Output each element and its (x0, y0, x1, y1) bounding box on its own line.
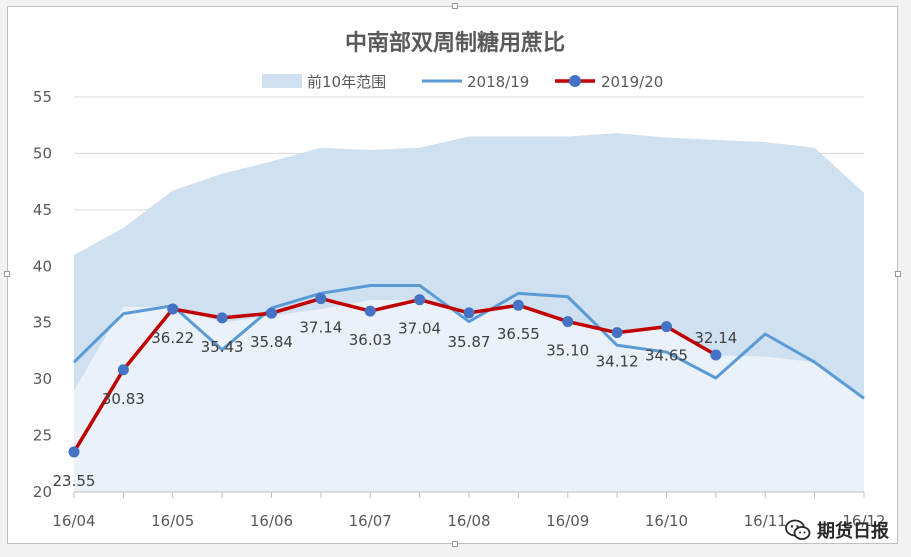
data-label-2019-20-2: 36.22 (151, 329, 194, 347)
marker-2019-20-8 (463, 307, 475, 319)
watermark-text: 期货日报 (817, 521, 889, 542)
legend-label-range: 前10年范围 (307, 73, 386, 91)
x-tick-label-16-04: 16/04 (52, 512, 95, 530)
watermark: 期货日报 (785, 517, 889, 543)
marker-2019-20-0 (68, 446, 80, 458)
legend-swatch-range (262, 74, 302, 88)
y-tick-label-40: 40 (33, 257, 52, 275)
x-tick-label-16-12: 16/12 (842, 512, 885, 530)
data-label-2019-20-9: 36.55 (497, 325, 540, 343)
y-tick-label-55: 55 (33, 88, 52, 106)
marker-2019-20-3 (216, 312, 228, 324)
marker-2019-20-10 (562, 316, 574, 328)
range-band-base (74, 300, 864, 492)
data-label-2019-20-8: 35.87 (448, 333, 491, 351)
marker-2019-20-7 (414, 294, 426, 306)
y-tick-label-25: 25 (33, 427, 52, 445)
data-label-2019-20-0: 23.55 (53, 472, 96, 490)
x-tick-label-16-05: 16/05 (151, 512, 194, 530)
resize-handle-left[interactable] (4, 271, 10, 277)
wechat-icon (785, 519, 811, 540)
data-label-2019-20-11: 34.12 (596, 353, 639, 371)
data-labels: 23.55 30.83 36.22 35.43 35.84 37.14 36.03 37.04… (53, 319, 738, 490)
range-band (74, 133, 864, 492)
x-tick-label-16-07: 16/07 (349, 512, 392, 530)
data-label-2019-20-10: 35.10 (546, 342, 589, 360)
marker-2019-20-6 (364, 305, 376, 317)
data-label-2019-20-13: 32.14 (694, 329, 737, 347)
series-lines (68, 283, 865, 458)
series-line-2019-20 (72, 296, 717, 453)
marker-2019-20-9 (512, 299, 524, 311)
legend-marker-2019-20 (569, 75, 581, 87)
y-tick-label-35: 35 (33, 314, 52, 332)
marker-2019-20-1 (117, 364, 129, 376)
x-axis: 16/04 16/05 16/06 16/07 16/08 16/09 16/10 16/11… (52, 491, 886, 530)
data-label-2019-20-7: 37.04 (398, 320, 441, 338)
marker-2019-20-5 (315, 293, 327, 305)
data-label-2019-20-4: 35.84 (250, 333, 293, 351)
data-label-2019-20-3: 35.43 (201, 338, 244, 356)
x-tick-label-16-06: 16/06 (250, 512, 293, 530)
y-tick-label-20: 20 (33, 483, 52, 501)
legend-label-2019-20: 2019/20 (601, 73, 663, 91)
x-tick-label-16-10: 16/10 (645, 512, 688, 530)
data-label-2019-20-12: 34.65 (645, 347, 688, 365)
legend-label-2018-19: 2018/19 (467, 73, 529, 91)
resize-handle-right[interactable] (895, 271, 901, 277)
marker-2019-20-11 (611, 327, 623, 339)
data-label-2019-20-1: 30.83 (102, 390, 145, 408)
marker-2019-20-4 (266, 307, 277, 319)
x-tick-label-16-11: 16/11 (744, 512, 787, 530)
x-tick-label-16-08: 16/08 (447, 512, 490, 530)
data-label-2019-20-5: 37.14 (299, 319, 342, 337)
resize-handle-bottom[interactable] (452, 541, 458, 547)
series-line-2018-19 (72, 283, 865, 400)
chart-title: 中南部双周制糖用蔗比 (345, 30, 565, 56)
data-label-2019-20-6: 36.03 (349, 331, 392, 349)
y-axis: 20 25 30 35 40 45 50 55 (33, 88, 52, 501)
marker-2019-20-2 (167, 303, 179, 315)
legend: 前10年范围 2018/19 2019/20 (262, 73, 663, 91)
marker-2019-20-13 (710, 349, 722, 361)
y-tick-label-45: 45 (33, 201, 52, 219)
y-tick-label-30: 30 (33, 370, 52, 388)
range-band-area (74, 133, 864, 397)
resize-handle-top[interactable] (452, 3, 458, 9)
x-tick-label-16-09: 16/09 (546, 512, 589, 530)
marker-2019-20-12 (661, 321, 672, 333)
y-tick-label-50: 50 (33, 144, 52, 162)
